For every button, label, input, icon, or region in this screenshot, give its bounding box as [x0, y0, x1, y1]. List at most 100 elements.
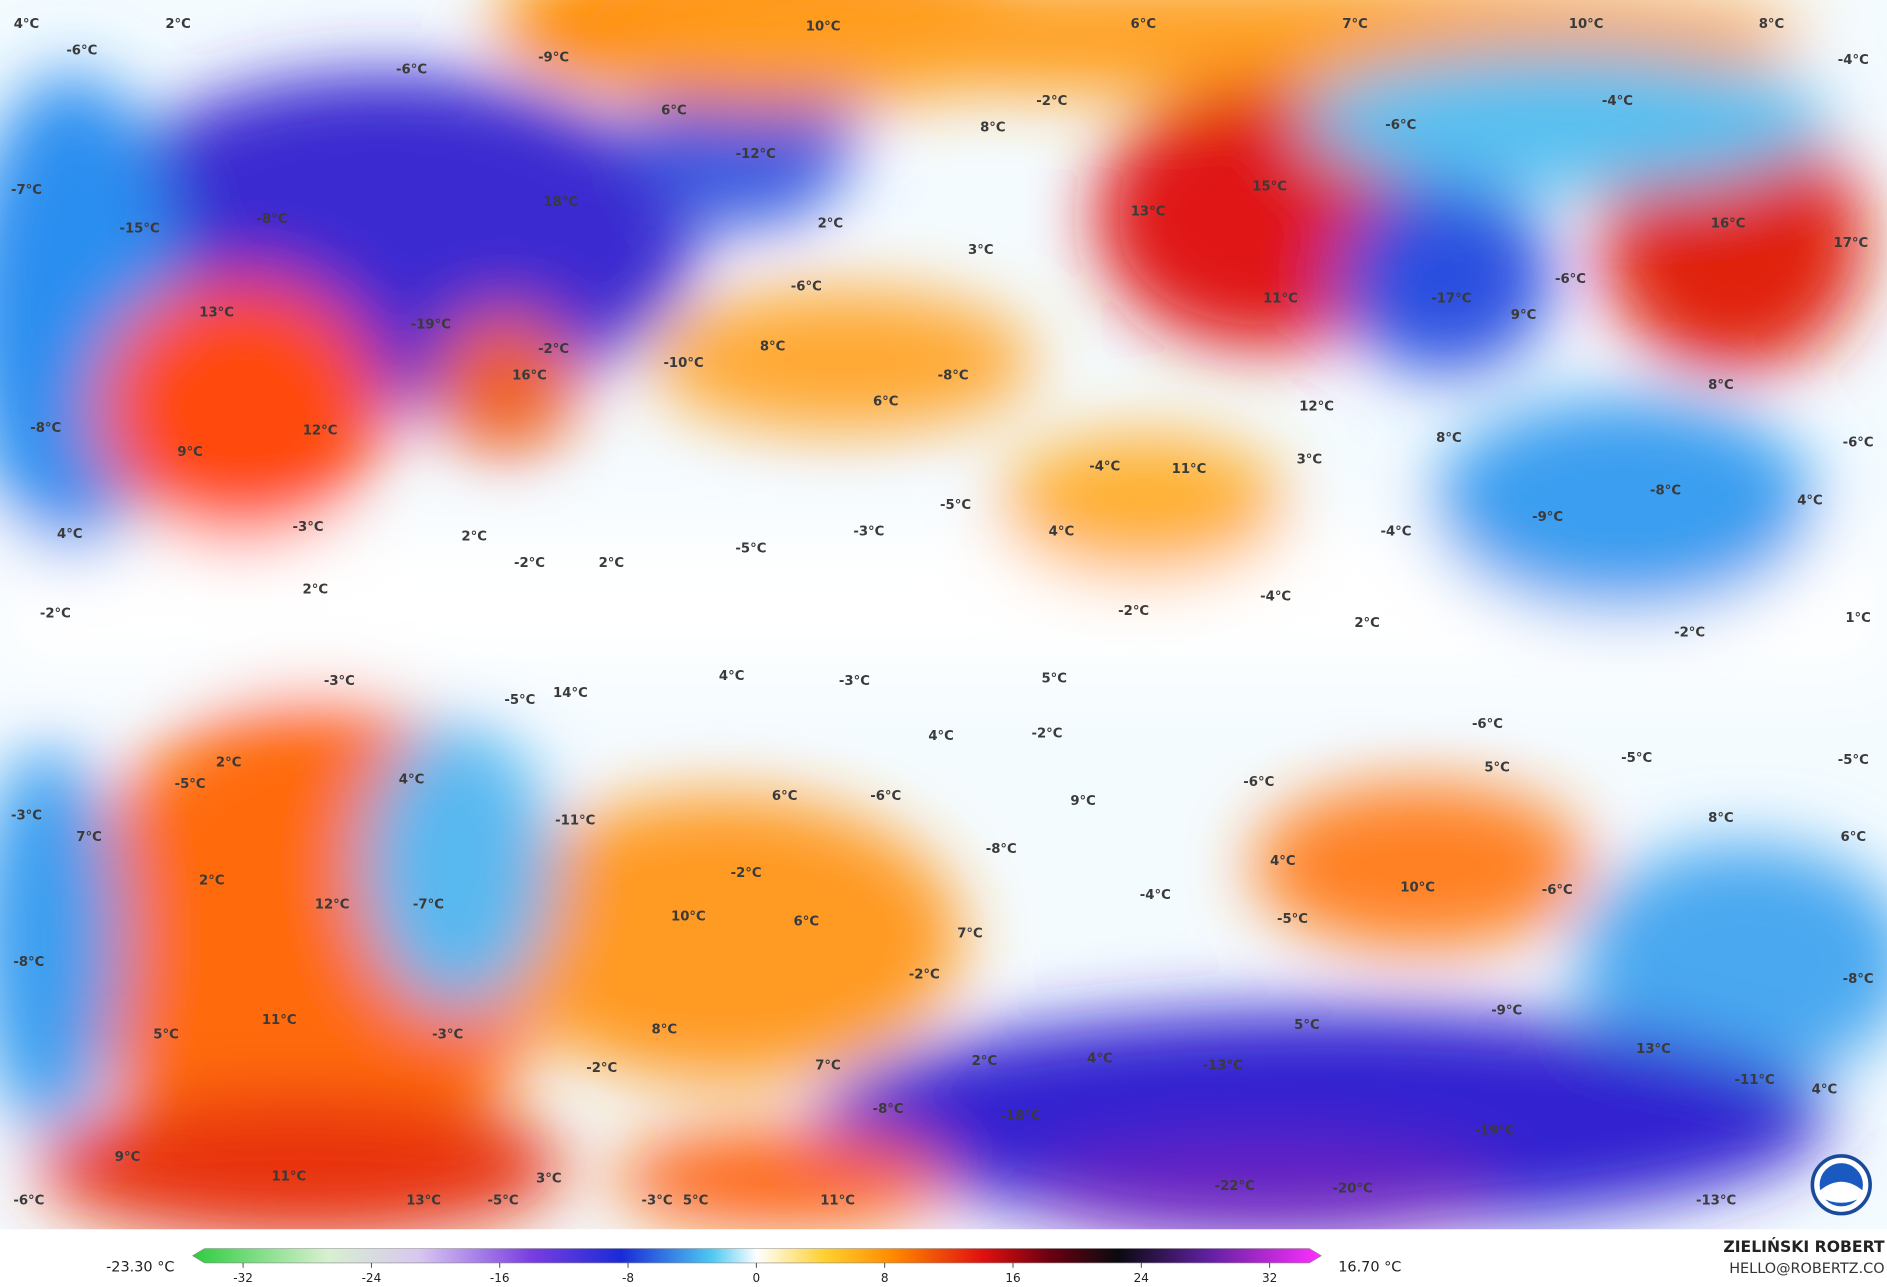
- temperature-label: -3°C: [11, 809, 42, 824]
- temperature-label: 17°C: [1834, 236, 1869, 251]
- temperature-label: -6°C: [1385, 118, 1416, 133]
- temperature-label: -4°C: [1089, 460, 1120, 475]
- temperature-label: 14°C: [553, 686, 588, 701]
- temperature-label: -5°C: [488, 1193, 519, 1208]
- temperature-label: 2°C: [818, 217, 844, 232]
- temperature-label: 13°C: [406, 1193, 441, 1208]
- temperature-label: 7°C: [76, 830, 102, 845]
- temperature-label: -2°C: [514, 556, 545, 571]
- temperature-label: 11°C: [1172, 462, 1207, 477]
- temperature-label: 8°C: [1436, 431, 1462, 446]
- temperature-label: 4°C: [57, 527, 83, 542]
- temperature-label: 15°C: [1252, 179, 1287, 194]
- color-bar-tick-label: -16: [490, 1271, 510, 1285]
- temperature-label: 9°C: [177, 445, 203, 460]
- temperature-label: 8°C: [652, 1023, 678, 1038]
- temperature-label: -4°C: [1380, 525, 1411, 540]
- temperature-label: 7°C: [1342, 17, 1368, 32]
- color-bar-tick-label: -32: [233, 1271, 253, 1285]
- temperature-label: -6°C: [870, 789, 901, 804]
- temperature-label: -17°C: [1431, 291, 1471, 306]
- temperature-label: 6°C: [661, 104, 687, 119]
- temperature-label: -2°C: [1674, 626, 1705, 641]
- temperature-label: 6°C: [1841, 830, 1867, 845]
- temperature-label: 10°C: [1569, 17, 1604, 32]
- temperature-label: 2°C: [303, 582, 329, 597]
- color-bar-tick-label: 32: [1262, 1271, 1277, 1285]
- temperature-label: -9°C: [538, 51, 569, 66]
- temperature-label: -11°C: [555, 813, 595, 828]
- temperature-label: -8°C: [873, 1102, 904, 1117]
- temperature-label: 10°C: [806, 19, 841, 34]
- temperature-label: 4°C: [1797, 493, 1823, 508]
- temperature-label: 6°C: [1131, 17, 1157, 32]
- temperature-label: 4°C: [719, 669, 745, 684]
- temperature-label: 11°C: [820, 1193, 855, 1208]
- temperature-label: -2°C: [538, 342, 569, 357]
- temperature-label: 4°C: [399, 772, 425, 787]
- temperature-label: -22°C: [1215, 1179, 1255, 1194]
- temperature-label: 2°C: [216, 756, 242, 771]
- temperature-label: 16°C: [512, 368, 547, 383]
- temperature-label: 2°C: [461, 529, 487, 544]
- temperature-label: -9°C: [1491, 1003, 1522, 1018]
- temperature-label: -8°C: [256, 212, 287, 227]
- temperature-label: -6°C: [1843, 436, 1874, 451]
- temperature-label: -8°C: [1650, 484, 1681, 499]
- temperature-label: 11°C: [271, 1169, 306, 1184]
- noaa-logo: [1810, 1154, 1872, 1216]
- temperature-label: 2°C: [199, 873, 225, 888]
- temperature-label: -6°C: [1243, 775, 1274, 790]
- credit-email: HELLO@ROBERTZ.CO: [1729, 1261, 1884, 1277]
- temperature-label: 4°C: [928, 729, 954, 744]
- temperature-label: -18°C: [1000, 1109, 1040, 1124]
- temperature-label: 8°C: [1708, 378, 1734, 393]
- temperature-label: -2°C: [731, 866, 762, 881]
- temperature-label: 6°C: [772, 789, 798, 804]
- temperature-label: -3°C: [642, 1193, 673, 1208]
- temperature-label: -2°C: [1036, 94, 1067, 109]
- temperature-label: 6°C: [873, 395, 899, 410]
- temperature-label: -4°C: [1260, 590, 1291, 605]
- color-bar-tick-label: -8: [622, 1271, 634, 1285]
- credit-name: ZIELIŃSKI ROBERT: [1723, 1237, 1885, 1256]
- temperature-label: -2°C: [40, 606, 71, 621]
- temperature-label: -5°C: [1621, 751, 1652, 766]
- temperature-label: 9°C: [115, 1150, 141, 1165]
- temperature-label: 2°C: [1354, 616, 1380, 631]
- temperature-label: -5°C: [735, 541, 766, 556]
- temperature-label: -4°C: [1838, 53, 1869, 68]
- color-bar: [191, 1248, 1322, 1264]
- temperature-label: 3°C: [968, 243, 994, 258]
- temperature-label: -6°C: [1542, 883, 1573, 898]
- temperature-label: 8°C: [980, 120, 1006, 135]
- temperature-label: -5°C: [504, 693, 535, 708]
- temperature-label: -3°C: [839, 674, 870, 689]
- temperature-label: 8°C: [1759, 17, 1785, 32]
- temperature-label: -4°C: [1140, 888, 1171, 903]
- temperature-label: -8°C: [938, 368, 969, 383]
- temperature-label: 12°C: [303, 424, 338, 439]
- temperature-label: -6°C: [1555, 272, 1586, 287]
- temperature-label: -6°C: [1472, 717, 1503, 732]
- temperature-label: -5°C: [1277, 912, 1308, 927]
- temperature-label: -2°C: [1031, 727, 1062, 742]
- temperature-label: 3°C: [1297, 452, 1323, 467]
- temperature-label: -10°C: [663, 356, 703, 371]
- temperature-label: -8°C: [1843, 972, 1874, 987]
- temperature-label: -5°C: [1838, 753, 1869, 768]
- color-bar-ticks: -32 -24 -16 -8 0 8 16 24 32: [233, 1262, 1277, 1285]
- temperature-label: -5°C: [940, 498, 971, 513]
- temperature-label: 11°C: [1263, 291, 1298, 306]
- temperature-label: -6°C: [396, 63, 427, 78]
- temperature-label: -6°C: [13, 1193, 44, 1208]
- temperature-label: 5°C: [153, 1027, 179, 1042]
- temperature-label: -3°C: [293, 520, 324, 535]
- temperature-label: 2°C: [165, 17, 191, 32]
- temperature-label: 8°C: [760, 339, 786, 354]
- temperature-label: -2°C: [1118, 604, 1149, 619]
- temperature-label: 1°C: [1845, 611, 1871, 626]
- temperature-label: 18°C: [543, 195, 578, 210]
